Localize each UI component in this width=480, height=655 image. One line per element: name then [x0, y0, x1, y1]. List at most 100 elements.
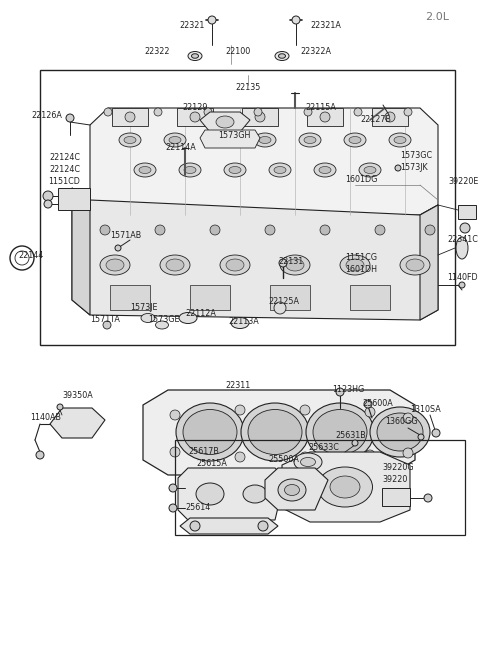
Ellipse shape — [164, 133, 186, 147]
Text: 39220G: 39220G — [382, 464, 414, 472]
Ellipse shape — [319, 166, 331, 174]
Polygon shape — [420, 205, 438, 320]
Ellipse shape — [229, 166, 241, 174]
Circle shape — [279, 259, 287, 267]
Ellipse shape — [226, 259, 244, 271]
Ellipse shape — [231, 318, 249, 329]
Text: 1571AB: 1571AB — [110, 231, 141, 240]
Circle shape — [57, 404, 63, 410]
Ellipse shape — [385, 112, 395, 122]
Circle shape — [304, 108, 312, 116]
Ellipse shape — [278, 54, 286, 58]
Circle shape — [169, 484, 177, 492]
Text: 22100: 22100 — [225, 48, 250, 56]
Bar — [177, 108, 213, 126]
Polygon shape — [180, 518, 278, 534]
Bar — [458, 205, 476, 219]
Text: 1573JE: 1573JE — [130, 303, 157, 312]
Polygon shape — [90, 108, 438, 215]
Circle shape — [43, 191, 53, 201]
Ellipse shape — [248, 409, 302, 455]
Polygon shape — [50, 408, 105, 438]
Text: 2.0L: 2.0L — [425, 12, 449, 22]
Ellipse shape — [400, 255, 430, 275]
Text: 39350A: 39350A — [62, 390, 93, 400]
Ellipse shape — [274, 166, 286, 174]
Circle shape — [432, 429, 440, 437]
Polygon shape — [282, 452, 410, 522]
Circle shape — [354, 108, 362, 116]
Circle shape — [364, 400, 372, 408]
Ellipse shape — [176, 403, 244, 461]
Polygon shape — [200, 130, 260, 148]
Circle shape — [460, 223, 470, 233]
Circle shape — [36, 451, 44, 459]
Circle shape — [459, 282, 465, 288]
Ellipse shape — [275, 52, 289, 60]
Text: 22126A: 22126A — [31, 111, 62, 119]
Ellipse shape — [300, 457, 315, 466]
Ellipse shape — [255, 112, 265, 122]
Text: 1573GC: 1573GC — [400, 151, 432, 160]
Bar — [382, 488, 410, 506]
Text: 22124C: 22124C — [49, 153, 80, 162]
Ellipse shape — [179, 312, 197, 324]
Ellipse shape — [313, 409, 367, 455]
Circle shape — [300, 452, 310, 462]
Ellipse shape — [100, 255, 130, 275]
Text: 1573JK: 1573JK — [400, 162, 428, 172]
Circle shape — [418, 434, 424, 440]
Ellipse shape — [377, 413, 423, 451]
Text: 22311: 22311 — [225, 381, 250, 390]
Polygon shape — [72, 188, 90, 315]
Text: 22322: 22322 — [144, 48, 170, 56]
Ellipse shape — [196, 483, 224, 505]
Circle shape — [375, 225, 385, 235]
Circle shape — [66, 114, 74, 122]
Circle shape — [155, 225, 165, 235]
Ellipse shape — [406, 259, 424, 271]
Circle shape — [320, 225, 330, 235]
Ellipse shape — [364, 166, 376, 174]
Text: 25617B: 25617B — [188, 447, 219, 457]
Bar — [372, 108, 408, 126]
Polygon shape — [265, 468, 328, 510]
Text: 1140FD: 1140FD — [447, 274, 478, 282]
Ellipse shape — [394, 136, 406, 143]
Bar — [242, 108, 278, 126]
Ellipse shape — [192, 54, 199, 58]
Ellipse shape — [286, 259, 304, 271]
Polygon shape — [72, 188, 438, 320]
Text: 1601DG: 1601DG — [345, 176, 377, 185]
Text: 1573GH: 1573GH — [218, 130, 251, 140]
Text: 1151CG: 1151CG — [345, 253, 377, 263]
Circle shape — [395, 165, 401, 171]
Circle shape — [424, 494, 432, 502]
Bar — [112, 108, 148, 126]
Ellipse shape — [304, 136, 316, 143]
Text: 25631B: 25631B — [335, 430, 366, 440]
Ellipse shape — [184, 166, 196, 174]
Text: 22321: 22321 — [180, 20, 205, 29]
Text: 22113A: 22113A — [228, 318, 259, 326]
Ellipse shape — [254, 133, 276, 147]
Text: 25614: 25614 — [185, 504, 210, 512]
Ellipse shape — [285, 485, 300, 495]
Ellipse shape — [124, 136, 136, 143]
Bar — [40, 70, 455, 345]
Ellipse shape — [359, 163, 381, 177]
Ellipse shape — [125, 112, 135, 122]
Circle shape — [292, 16, 300, 24]
Circle shape — [154, 108, 162, 116]
Ellipse shape — [299, 133, 321, 147]
Circle shape — [235, 405, 245, 415]
Ellipse shape — [209, 133, 231, 147]
Text: 25500A: 25500A — [268, 455, 299, 464]
Circle shape — [235, 452, 245, 462]
Circle shape — [170, 447, 180, 457]
Text: 22129: 22129 — [182, 103, 208, 113]
Ellipse shape — [190, 112, 200, 122]
Circle shape — [425, 225, 435, 235]
Text: 39220E: 39220E — [448, 178, 479, 187]
Ellipse shape — [214, 136, 226, 143]
